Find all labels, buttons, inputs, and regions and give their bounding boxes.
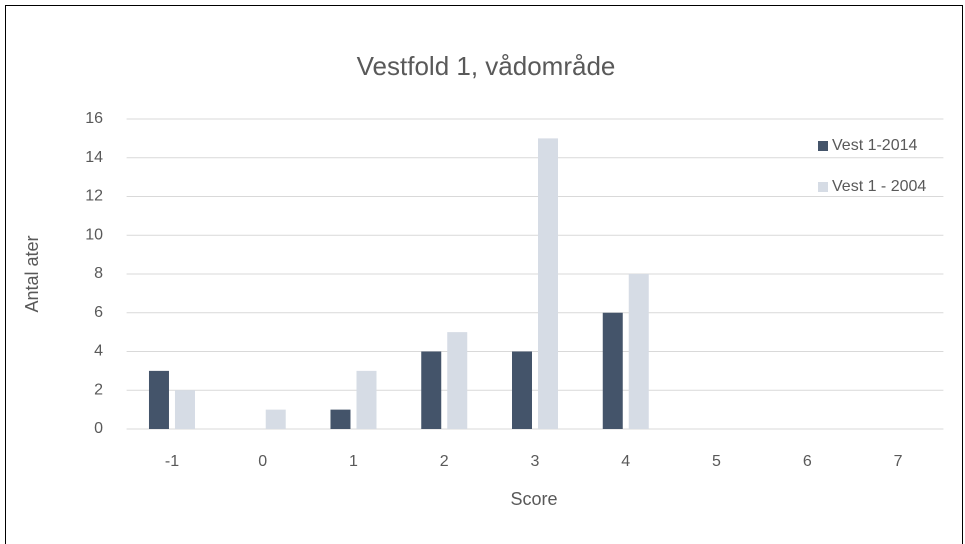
bar	[538, 138, 558, 429]
bar	[174, 390, 195, 429]
y-tick-label: 16	[85, 110, 103, 127]
y-tick-label: 4	[94, 343, 103, 360]
x-tick-label: -1	[165, 453, 179, 470]
y-tick-label: 8	[94, 265, 103, 282]
y-tick-label: 2	[94, 381, 103, 398]
bar	[356, 370, 377, 429]
y-axis-label: Antal ater	[22, 235, 42, 312]
bar	[628, 274, 649, 429]
chart-title: Vestfold 1, vådområde	[357, 51, 616, 81]
bar	[602, 312, 623, 429]
chart-border	[5, 5, 963, 544]
y-tick-label: 0	[94, 420, 103, 437]
legend-swatch	[818, 182, 828, 192]
x-tick-label: 5	[712, 453, 721, 470]
y-tick-label: 10	[85, 226, 103, 243]
x-tick-label: 3	[531, 453, 540, 470]
x-tick-label: 4	[621, 453, 630, 470]
legend-swatch	[818, 141, 828, 151]
y-tick-label: 14	[85, 149, 103, 166]
x-tick-label: 6	[803, 453, 812, 470]
bar	[447, 332, 468, 429]
x-tick-label: 1	[349, 453, 358, 470]
legend-label: Vest 1-2014	[832, 137, 918, 154]
bar	[148, 370, 169, 429]
y-tick-label: 12	[85, 188, 103, 205]
x-tick-label: 7	[894, 453, 903, 470]
x-tick-label: 2	[440, 453, 449, 470]
bar	[421, 351, 442, 429]
legend-label: Vest 1 - 2004	[832, 178, 926, 195]
bar	[512, 351, 532, 429]
bar	[330, 409, 351, 429]
x-tick-label: 0	[258, 453, 267, 470]
y-tick-label: 6	[94, 304, 103, 321]
x-axis-label: Score	[510, 489, 557, 509]
bar	[265, 409, 286, 429]
